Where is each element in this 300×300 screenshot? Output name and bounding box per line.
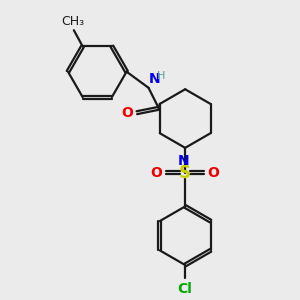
- Text: H: H: [157, 71, 165, 81]
- Text: CH₃: CH₃: [61, 15, 84, 28]
- Text: N: N: [178, 154, 190, 168]
- Text: O: O: [208, 166, 220, 180]
- Text: S: S: [179, 164, 191, 182]
- Text: N: N: [149, 72, 161, 86]
- Text: O: O: [151, 166, 163, 180]
- Text: O: O: [122, 106, 133, 120]
- Text: Cl: Cl: [178, 282, 193, 296]
